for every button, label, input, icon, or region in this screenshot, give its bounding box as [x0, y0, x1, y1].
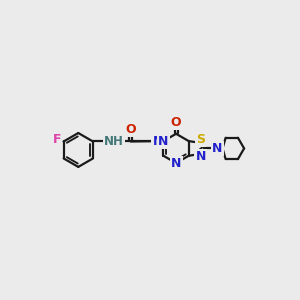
Text: O: O [171, 116, 182, 129]
Text: N: N [196, 150, 206, 163]
Text: O: O [125, 123, 136, 136]
Text: N: N [171, 157, 181, 170]
Text: S: S [196, 133, 205, 146]
Text: N: N [152, 135, 163, 148]
Text: F: F [52, 134, 61, 146]
Text: N: N [158, 135, 169, 148]
Text: N: N [212, 142, 222, 155]
Text: NH: NH [104, 135, 124, 148]
